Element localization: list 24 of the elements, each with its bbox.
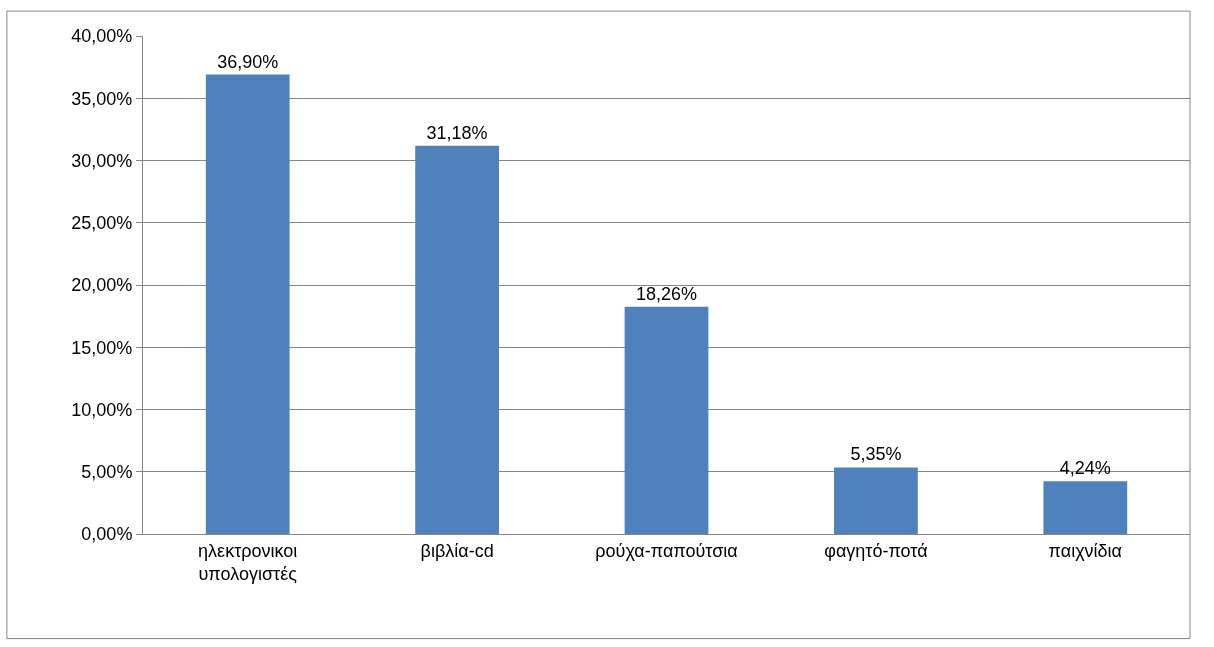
x-tick-label: ρούχα-παπούτσια [595, 540, 738, 561]
x-tick-label: φαγητό-ποτά [824, 540, 928, 561]
x-tick-label: παιχνίδια [1048, 540, 1123, 561]
y-tick-label: 35,00% [71, 88, 133, 109]
y-tick-label: 30,00% [71, 150, 133, 171]
data-label: 36,90% [217, 51, 279, 72]
data-label: 5,35% [850, 444, 902, 465]
data-label: 4,24% [1059, 458, 1111, 479]
y-tick-label: 15,00% [71, 337, 133, 358]
y-tick-label: 5,00% [81, 462, 133, 483]
y-tick-label: 10,00% [71, 399, 133, 420]
x-tick-label: βιβλία-cd [420, 540, 494, 561]
bar [205, 74, 290, 534]
data-label: 31,18% [426, 122, 488, 143]
y-tick-label: 0,00% [81, 524, 133, 545]
y-tick-label: 40,00% [71, 26, 133, 47]
y-tick-label: 20,00% [71, 275, 133, 296]
bar [1043, 481, 1128, 534]
y-tick-label: 25,00% [71, 213, 133, 234]
bar [415, 145, 499, 534]
data-label: 18,26% [635, 283, 698, 304]
bar [834, 467, 918, 534]
bar [624, 306, 709, 534]
x-tick-label: ηλεκτρονικοι υπολογιστές [198, 540, 298, 584]
